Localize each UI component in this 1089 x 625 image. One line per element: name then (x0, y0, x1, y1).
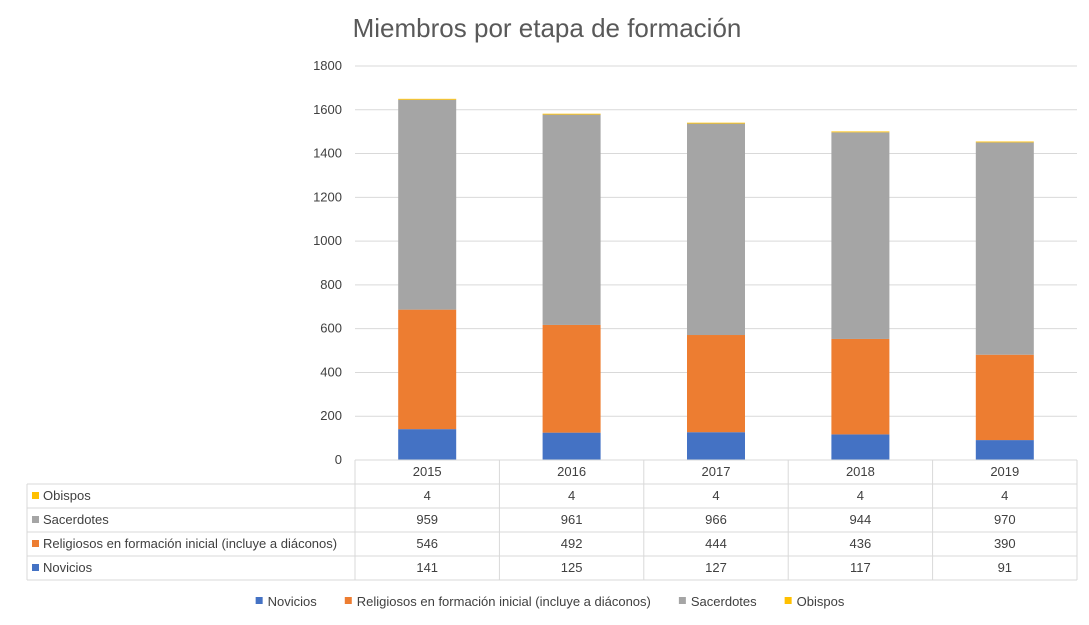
x-category-label: 2018 (846, 464, 875, 479)
legend-item-religiosos-en-formacion-inicial-incluye-a-diaconos: Religiosos en formación inicial (incluye… (344, 594, 651, 609)
bar-sacerdotes-2018 (831, 132, 890, 339)
data-label: 546 (416, 536, 438, 551)
data-label: 944 (850, 512, 872, 527)
bar-novicios-2016 (542, 432, 601, 460)
legend-key (344, 597, 352, 604)
data-label: 91 (998, 560, 1012, 575)
legend-label: Obispos (797, 594, 845, 609)
y-tick-label: 400 (320, 364, 342, 379)
x-category-label: 2016 (557, 464, 586, 479)
legend: Novicios Religiosos en formación inicial … (255, 594, 845, 609)
bar-religiosos-en-formacion-inicial-incluye-a-diaconos-2019 (975, 354, 1034, 441)
bar-novicios-2017 (687, 432, 745, 460)
data-label: 4 (568, 488, 575, 503)
legend-key (678, 597, 686, 604)
x-category-label: 2019 (990, 464, 1019, 479)
bar-sacerdotes-2017 (687, 123, 745, 336)
y-tick-label: 1800 (313, 58, 342, 73)
y-tick-label: 800 (320, 277, 342, 292)
bar-religiosos-en-formacion-inicial-incluye-a-diaconos-2015 (398, 309, 457, 430)
table-row-label: Sacerdotes (43, 512, 109, 527)
data-label: 959 (416, 512, 438, 527)
y-tick-label: 200 (320, 408, 342, 423)
bar-novicios-2019 (975, 440, 1034, 460)
y-tick-label: 600 (320, 321, 342, 336)
chart-title: Miembros por etapa de formación (353, 13, 742, 43)
legend-item-obispos: Obispos (784, 594, 845, 609)
table-row-label: Religiosos en formación inicial (incluye… (43, 536, 337, 551)
y-axis-ticks: 0 200 400 600 800 1000 1200 1400 1600 1800 (313, 58, 342, 467)
bar-obispos-2019 (975, 141, 1034, 143)
data-label: 970 (994, 512, 1016, 527)
bar-sacerdotes-2019 (975, 142, 1034, 355)
data-label: 4 (424, 488, 431, 503)
data-label: 4 (712, 488, 719, 503)
data-label: 444 (705, 536, 727, 551)
bar-obispos-2016 (542, 113, 601, 115)
legend-label: Religiosos en formación inicial (incluye… (357, 594, 651, 609)
data-label: 4 (857, 488, 864, 503)
bar-obispos-2015 (398, 98, 457, 100)
bars (398, 98, 1034, 460)
y-tick-label: 1400 (313, 146, 342, 161)
data-label: 961 (561, 512, 583, 527)
data-label: 436 (850, 536, 872, 551)
table-legend-key-novicios (32, 564, 39, 571)
bar-sacerdotes-2015 (398, 99, 457, 310)
data-label: 117 (850, 560, 871, 575)
x-category-label: 2017 (702, 464, 731, 479)
data-label: 966 (705, 512, 727, 527)
y-tick-label: 1000 (313, 233, 342, 248)
bar-religiosos-en-formacion-inicial-incluye-a-diaconos-2018 (831, 338, 890, 435)
table-row-label: Novicios (43, 560, 93, 575)
bar-religiosos-en-formacion-inicial-incluye-a-diaconos-2016 (542, 324, 601, 433)
bar-sacerdotes-2016 (542, 114, 601, 325)
x-category-label: 2015 (413, 464, 442, 479)
y-tick-label: 1600 (313, 102, 342, 117)
bar-obispos-2017 (687, 122, 745, 124)
data-label: 492 (561, 536, 583, 551)
legend-item-novicios: Novicios (255, 594, 318, 609)
y-tick-label: 1200 (313, 189, 342, 204)
legend-label: Sacerdotes (691, 594, 757, 609)
data-label: 4 (1001, 488, 1008, 503)
table-row-label: Obispos (43, 488, 91, 503)
data-label: 127 (705, 560, 727, 575)
data-label: 141 (416, 560, 438, 575)
table-legend-key-sacerdotes (32, 516, 39, 523)
data-label: 390 (994, 536, 1016, 551)
bar-novicios-2018 (831, 434, 890, 460)
legend-key (255, 597, 263, 604)
legend-item-sacerdotes: Sacerdotes (678, 594, 757, 609)
bar-religiosos-en-formacion-inicial-incluye-a-diaconos-2017 (687, 335, 745, 433)
table-legend-key-obispos (32, 492, 39, 499)
bar-novicios-2015 (398, 429, 457, 460)
table-legend-key-religiosos-en-formacion-inicial-incluye-a-diaconos (32, 540, 39, 547)
bar-obispos-2018 (831, 131, 890, 133)
data-label: 125 (561, 560, 583, 575)
legend-label: Novicios (268, 594, 318, 609)
legend-key (784, 597, 792, 604)
y-tick-label: 0 (335, 452, 342, 467)
